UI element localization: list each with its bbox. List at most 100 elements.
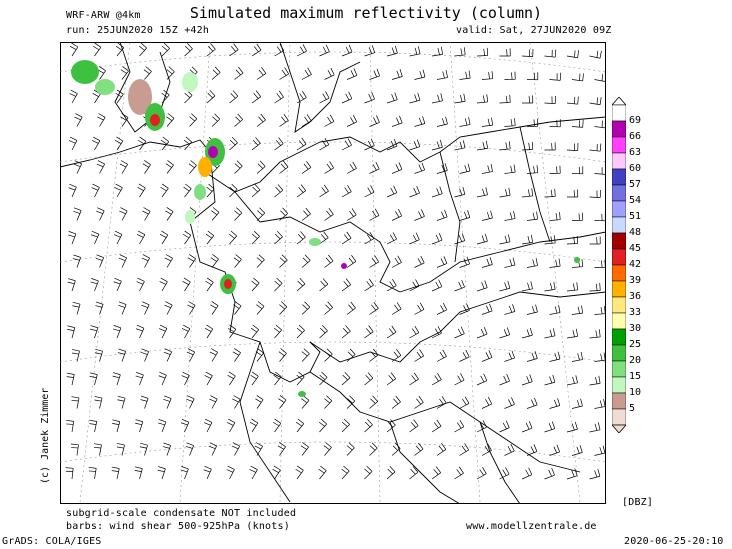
legend-level-label: 48 [629, 227, 642, 238]
wind-barb [369, 68, 380, 80]
wind-barb [436, 163, 448, 174]
wind-barb [112, 419, 121, 433]
wind-barb [233, 301, 242, 315]
wind-barb [251, 230, 260, 245]
wind-barb [279, 207, 288, 221]
wind-barb [386, 466, 396, 480]
wind-barb [341, 44, 353, 57]
wind-barb [459, 210, 471, 221]
wind-barb [386, 325, 397, 339]
wind-barb [206, 43, 216, 57]
legend-level-label: 5 [629, 403, 636, 414]
wind-barb [158, 371, 167, 386]
wind-barb [70, 443, 79, 456]
wind-barb [69, 42, 79, 57]
wind-barb [476, 94, 489, 104]
wind-barb [431, 279, 443, 292]
legend-cell [611, 168, 627, 186]
wind-barb [324, 395, 333, 409]
wind-barb [431, 466, 442, 480]
wind-barb [549, 119, 561, 128]
legend-bar [611, 96, 627, 434]
wind-barb [274, 184, 284, 198]
wind-barb [135, 372, 144, 386]
wind-barb [544, 374, 556, 386]
wind-barb [544, 281, 556, 292]
wind-barb [549, 212, 561, 221]
wind-barb [459, 70, 471, 80]
wind-barb [324, 348, 333, 362]
wind-barb [229, 137, 238, 151]
wind-barb [232, 395, 241, 409]
wind-barb [481, 303, 493, 315]
wind-barb [90, 325, 99, 339]
wind-barb [504, 164, 516, 174]
wind-barb [91, 230, 100, 245]
wind-barb [117, 395, 126, 409]
wind-barb [369, 395, 378, 409]
wind-barb [414, 396, 424, 409]
wind-barb [319, 91, 330, 104]
wind-barb [386, 419, 396, 433]
wind-barb [409, 372, 419, 386]
wind-barb [369, 255, 379, 268]
wind-barb [255, 395, 264, 409]
wind-barb [159, 277, 168, 292]
legend-level-label: 36 [629, 291, 642, 302]
wind-barb [589, 375, 601, 386]
wind-barb [391, 302, 402, 315]
wind-barb [72, 301, 81, 315]
wind-barb [391, 115, 403, 127]
wind-barb [301, 348, 310, 362]
wind-barb [181, 324, 191, 339]
wind-barb [181, 371, 190, 386]
wind-barb [256, 207, 266, 221]
wind-barb [391, 395, 401, 409]
legend-cell [611, 376, 627, 394]
wind-barb [119, 207, 128, 221]
wind-barb [319, 231, 329, 245]
wind-barb [165, 207, 174, 221]
wind-barb [364, 91, 375, 104]
wind-barb [203, 465, 212, 480]
wind-barb [232, 348, 241, 362]
wind-barb [521, 95, 534, 104]
wind-barb [526, 72, 539, 81]
wind-barb [346, 208, 357, 221]
wind-barb [476, 466, 487, 480]
wind-barb [95, 254, 104, 268]
wind-barb [211, 207, 220, 221]
timestamp-label: 2020-06-25-20:10 [624, 536, 724, 547]
wind-barb [254, 442, 263, 456]
wind-barb [160, 136, 170, 151]
wind-barb [521, 420, 533, 433]
wind-barb [431, 139, 443, 151]
wind-barb [364, 278, 374, 292]
wind-barb [481, 164, 493, 174]
wind-barb [454, 466, 464, 480]
wind-barb [324, 208, 334, 221]
wind-barb [386, 372, 397, 386]
wind-barb [459, 349, 470, 362]
wind-barb [566, 375, 578, 386]
wind-barb [526, 397, 538, 409]
wind-barb [526, 211, 539, 221]
wind-barb [431, 326, 442, 339]
wind-barb [140, 348, 149, 362]
wind-barb [431, 93, 443, 104]
wind-barb [278, 348, 287, 362]
wind-barb [544, 188, 556, 198]
wind-barb [118, 301, 127, 315]
wind-barb [499, 467, 510, 480]
wind-barb [162, 442, 171, 456]
wind-barb [250, 371, 259, 386]
wind-barb [142, 207, 151, 221]
wind-barb [182, 230, 192, 245]
wind-barb [234, 113, 243, 127]
wind-barb [296, 371, 305, 386]
wind-barb [386, 138, 398, 151]
legend-cell [611, 120, 627, 138]
wind-barb [274, 90, 284, 104]
wind-barb [256, 160, 266, 174]
wind-barb [594, 120, 606, 129]
